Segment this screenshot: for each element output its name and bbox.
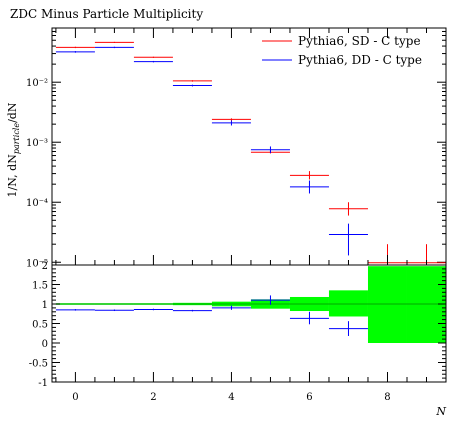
ratio-y-tick-label-0: 2: [42, 261, 48, 272]
ratio-y-tick-label-2: 1: [42, 300, 48, 311]
legend-label-dd: Pythia6, DD - C type: [298, 53, 422, 67]
ratio-panel: 2 1.5 1 0.5 0 -0.5 -1: [29, 261, 447, 389]
ratio-band-bin-9: [406, 266, 446, 343]
chart-title: ZDC Minus Particle Multiplicity: [10, 7, 203, 21]
y-axis-label: 1/N, dNparticle/dN: [6, 102, 21, 197]
main-y-tick-label-3: 10⁻⁵: [26, 258, 48, 269]
y-axis-label-subscript: particle: [12, 123, 21, 155]
y-axis-label-tail: /dN: [6, 102, 19, 123]
legend: Pythia6, SD - C type Pythia6, DD - C typ…: [262, 34, 422, 67]
y-axis-label-main: 1/N, dN: [6, 154, 19, 198]
x-tick-label-2: 4: [228, 392, 234, 403]
x-axis-label: N: [435, 405, 446, 418]
x-ticks: 0 2 4 6 8: [55, 28, 447, 403]
ratio-y-ticks: 2 1.5 1 0.5 0 -0.5 -1: [29, 261, 446, 389]
ratio-y-tick-label-4: 0: [42, 339, 48, 350]
x-tick-label-4: 8: [384, 392, 390, 403]
x-tick-label-3: 6: [306, 392, 312, 403]
x-tick-label-0: 0: [72, 392, 78, 403]
ratio-band-bin-7: [328, 290, 368, 317]
ratio-series-marks: [55, 295, 368, 336]
ratio-uncertainty-band: [52, 266, 446, 343]
ratio-y-tick-label-3: 0.5: [32, 320, 48, 331]
legend-label-sd: Pythia6, SD - C type: [298, 34, 421, 48]
x-tick-label-1: 2: [150, 392, 156, 403]
main-y-tick-label-1: 10⁻³: [26, 138, 48, 149]
main-series-marks: [55, 41, 446, 265]
ratio-y-tick-label-6: -1: [38, 378, 48, 389]
ratio-band-bin-8: [367, 266, 407, 343]
main-y-tick-label-0: 10⁻²: [26, 78, 48, 89]
main-y-tick-label-2: 10⁻⁴: [26, 198, 48, 209]
ratio-y-tick-label-1: 1.5: [32, 281, 48, 292]
ratio-y-tick-label-5: -0.5: [29, 359, 48, 370]
